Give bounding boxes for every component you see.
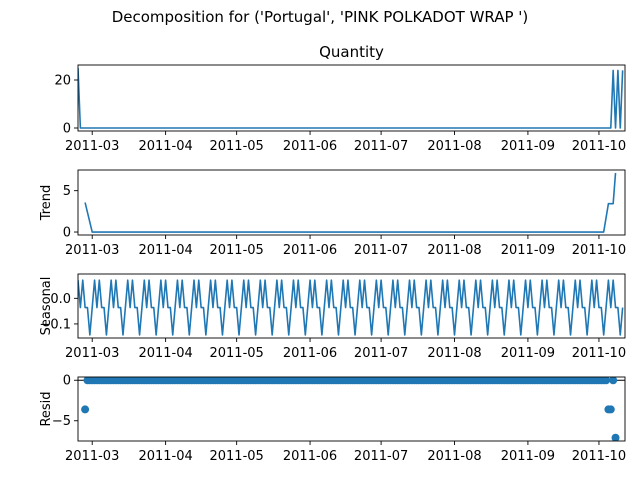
resid-xtick-label: 2011-08 xyxy=(427,449,481,464)
resid-xtick-label: 2011-10 xyxy=(572,449,626,464)
resid-point xyxy=(602,377,611,385)
trend-xtick-label: 2011-06 xyxy=(283,243,337,258)
trend-ylabel: Trend xyxy=(39,185,54,222)
trend-xtick-label: 2011-09 xyxy=(501,243,555,258)
observed-ytick-label: 20 xyxy=(54,74,71,89)
resid-axes-frame xyxy=(77,376,626,442)
panel-trend: 0 5 2011-03 2011-04 2011-05 2011-06 2011-07 201… xyxy=(39,169,626,258)
seasonal-xtick-label: 2011-05 xyxy=(209,346,263,361)
seasonal-xtick-label: 2011-10 xyxy=(572,346,626,361)
seasonal-xtick-label: 2011-06 xyxy=(283,346,337,361)
observed-data xyxy=(78,67,624,129)
observed-xtick-label: 2011-03 xyxy=(65,139,119,154)
trend-data xyxy=(84,172,617,233)
resid-xtick-label: 2011-09 xyxy=(501,449,555,464)
resid-point xyxy=(606,405,615,414)
seasonal-xtick-label: 2011-04 xyxy=(138,346,192,361)
trend-xtick-label: 2011-04 xyxy=(138,243,192,258)
resid-xtick-label: 2011-04 xyxy=(138,449,192,464)
resid-ytick-label: −5 xyxy=(52,414,71,429)
observed-xtick-label: 2011-10 xyxy=(572,139,626,154)
observed-xtick-label: 2011-05 xyxy=(209,139,263,154)
resid-point xyxy=(81,405,90,414)
resid-xtick-label: 2011-06 xyxy=(283,449,337,464)
resid-xtick-label: 2011-03 xyxy=(65,449,119,464)
trend-ytick-label: 0 xyxy=(63,226,71,241)
trend-xtick-label: 2011-03 xyxy=(65,243,119,258)
resid-ylabel: Resid xyxy=(39,391,54,426)
panel-seasonal: 0.0 −0.1 2011-03 2011-04 2011-05 2011-06 2011-… xyxy=(39,273,626,361)
trend-axes-frame xyxy=(77,169,626,236)
observed-title: Quantity xyxy=(319,43,384,61)
panel-resid: 0 −5 2011-03 2011-04 2011-05 2011-06 2011-07 20… xyxy=(39,374,626,464)
observed-series-line xyxy=(78,67,624,129)
seasonal-series-line xyxy=(78,279,624,336)
trend-series-line xyxy=(84,172,617,233)
observed-xtick-label: 2011-04 xyxy=(138,139,192,154)
figure-title: Decomposition for ('Portugal', 'PINK POL… xyxy=(112,8,529,26)
resid-point xyxy=(609,377,618,385)
seasonal-xtick-label: 2011-03 xyxy=(65,346,119,361)
trend-xtick-label: 2011-08 xyxy=(427,243,481,258)
panel-observed: 0 20 2011-03 2011-04 2011-05 2011-06 2011-07 20… xyxy=(54,43,626,154)
observed-xtick-label: 2011-07 xyxy=(354,139,408,154)
resid-xtick-label: 2011-05 xyxy=(209,449,263,464)
seasonal-axes-frame xyxy=(77,273,626,339)
observed-axes-frame xyxy=(77,64,626,132)
observed-xtick-label: 2011-09 xyxy=(501,139,555,154)
trend-xtick-label: 2011-10 xyxy=(572,243,626,258)
trend-xtick-label: 2011-07 xyxy=(354,243,408,258)
seasonal-xtick-label: 2011-08 xyxy=(427,346,481,361)
seasonal-ylabel: Seasonal xyxy=(39,277,54,336)
resid-xtick-label: 2011-07 xyxy=(354,449,408,464)
seasonal-ytick-label: 0.0 xyxy=(50,292,71,307)
subplot-panels: 0 20 2011-03 2011-04 2011-05 2011-06 2011-07 20… xyxy=(39,43,626,464)
seasonal-data xyxy=(78,279,624,336)
seasonal-ytick-label: −0.1 xyxy=(39,317,71,332)
resid-ytick-label: 0 xyxy=(63,374,71,389)
observed-xtick-label: 2011-08 xyxy=(427,139,481,154)
seasonal-xtick-label: 2011-09 xyxy=(501,346,555,361)
trend-xtick-label: 2011-05 xyxy=(209,243,263,258)
seasonal-xtick-label: 2011-07 xyxy=(354,346,408,361)
resid-point xyxy=(611,433,620,441)
trend-ytick-label: 5 xyxy=(63,184,71,199)
observed-xtick-label: 2011-06 xyxy=(283,139,337,154)
observed-ytick-label: 0 xyxy=(63,122,71,137)
resid-data xyxy=(78,377,625,441)
